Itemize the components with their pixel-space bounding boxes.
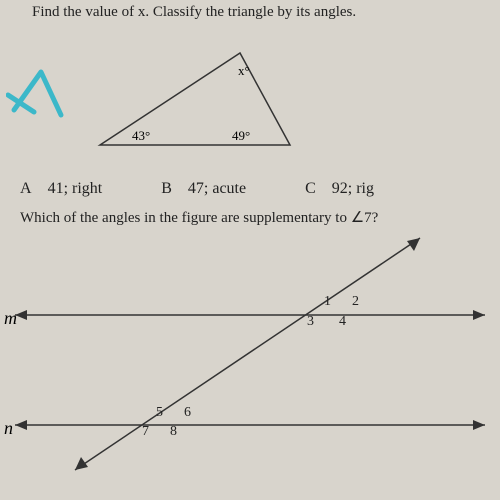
choice-text: 41; right [48,180,103,197]
q2-prompt: Which of the angles in the figure are su… [20,208,500,227]
angle-7: 7 [142,424,149,440]
angle-3: 3 [307,314,314,330]
choice-text: 47; acute [188,180,246,197]
choice-a: A 41; right [20,180,102,198]
choice-text: 92; rig [332,180,374,197]
q1-prompt: Find the value of x. Classify the triang… [32,4,356,21]
line-n-label: n [4,418,13,439]
choice-letter: C [305,180,316,197]
angle-6: 6 [184,405,191,421]
choice-c: C 92; rig [305,180,374,198]
parallel-lines-figure [0,230,500,475]
angle-5: 5 [156,405,163,421]
angle-1: 1 [324,294,331,310]
handwritten-mark [6,60,66,120]
choice-letter: B [161,180,172,197]
right-angle-label: 49° [232,128,250,143]
angle-8: 8 [170,424,177,440]
choice-b: B 47; acute [161,180,246,198]
apex-angle-label: x° [238,63,250,78]
answer-choices: A 41; right B 47; acute C 92; rig [20,180,490,198]
triangle-figure: x° 43° 49° [90,45,310,165]
angle-4: 4 [339,314,346,330]
angle-2: 2 [352,294,359,310]
left-angle-label: 43° [132,128,150,143]
worksheet-page: { "q1": { "prompt": "Find the value of x… [0,0,500,500]
line-m-label: m [4,308,17,329]
choice-letter: A [20,180,32,197]
